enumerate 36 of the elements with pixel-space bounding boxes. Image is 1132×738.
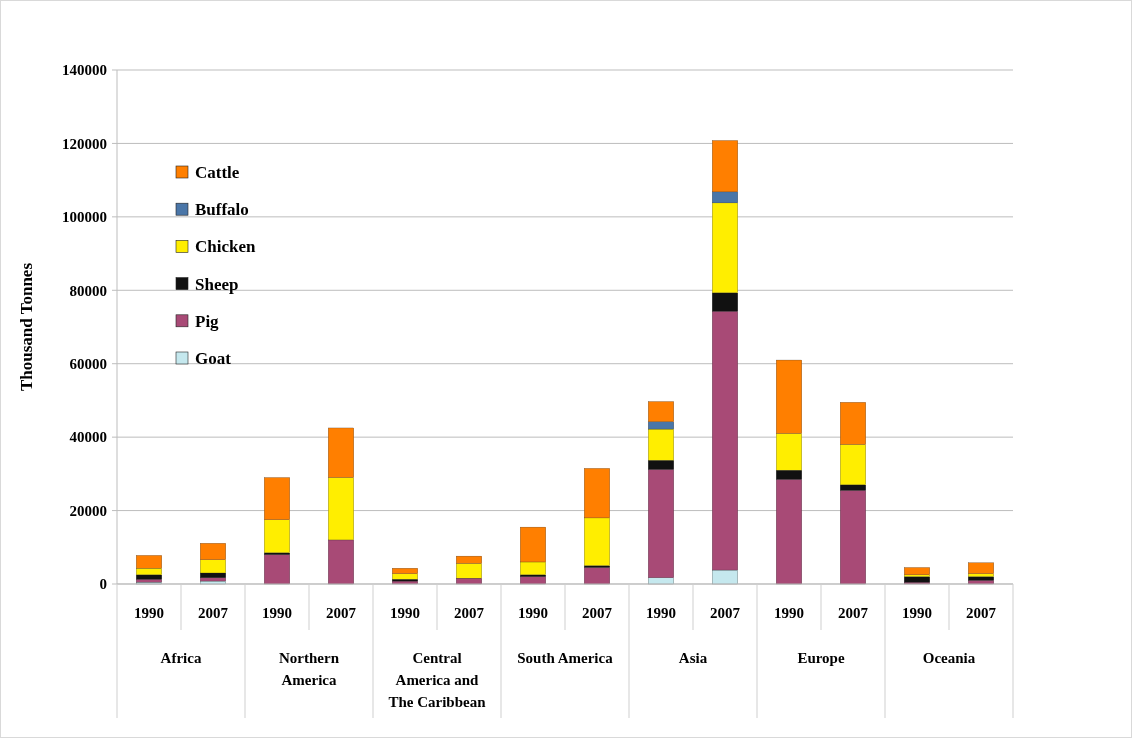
y-tick-label: 0 — [99, 576, 107, 593]
x-tick-label: 2007 — [838, 605, 869, 622]
text: Oceania — [922, 650, 976, 666]
x-tick-label: 2007 — [966, 605, 997, 622]
legend-label: Sheep — [195, 274, 239, 294]
x-tick-label: 1990 — [902, 605, 932, 622]
x-tick-label: 1990 — [134, 605, 164, 622]
y-tick-label: 120000 — [62, 135, 107, 152]
x-tick-label: 1990 — [774, 605, 804, 622]
text: Africa — [160, 650, 202, 666]
legend-label: Chicken — [195, 237, 256, 257]
y-tick-label: 140000 — [62, 62, 107, 79]
y-tick-label: 60000 — [69, 355, 107, 372]
text: Asia — [678, 650, 708, 666]
x-tick-label: 2007 — [326, 605, 357, 622]
y-tick-label: 100000 — [62, 209, 107, 226]
y-tick-label: 20000 — [69, 502, 107, 519]
text: Northern America — [279, 650, 340, 688]
y-axis-title: Thousand Tonnes — [17, 262, 36, 392]
legend-label: Goat — [195, 348, 232, 368]
text: South America — [517, 650, 614, 666]
text: Central America and The Caribbean — [388, 650, 487, 710]
x-tick-label: 1990 — [262, 605, 292, 622]
text: Europe — [797, 650, 845, 666]
y-tick-label: 40000 — [69, 429, 107, 446]
legend-label: Pig — [195, 311, 220, 331]
x-tick-label: 1990 — [646, 605, 676, 622]
x-tick-label: 2007 — [454, 605, 485, 622]
legend-label: Cattle — [195, 162, 240, 182]
y-tick-label: 80000 — [69, 282, 107, 299]
x-tick-label: 2007 — [710, 605, 741, 622]
legend-label: Buffalo — [195, 200, 249, 220]
x-tick-label: 2007 — [198, 605, 229, 622]
x-tick-label: 1990 — [518, 605, 548, 622]
x-tick-label: 2007 — [582, 605, 613, 622]
x-tick-label: 1990 — [390, 605, 420, 622]
